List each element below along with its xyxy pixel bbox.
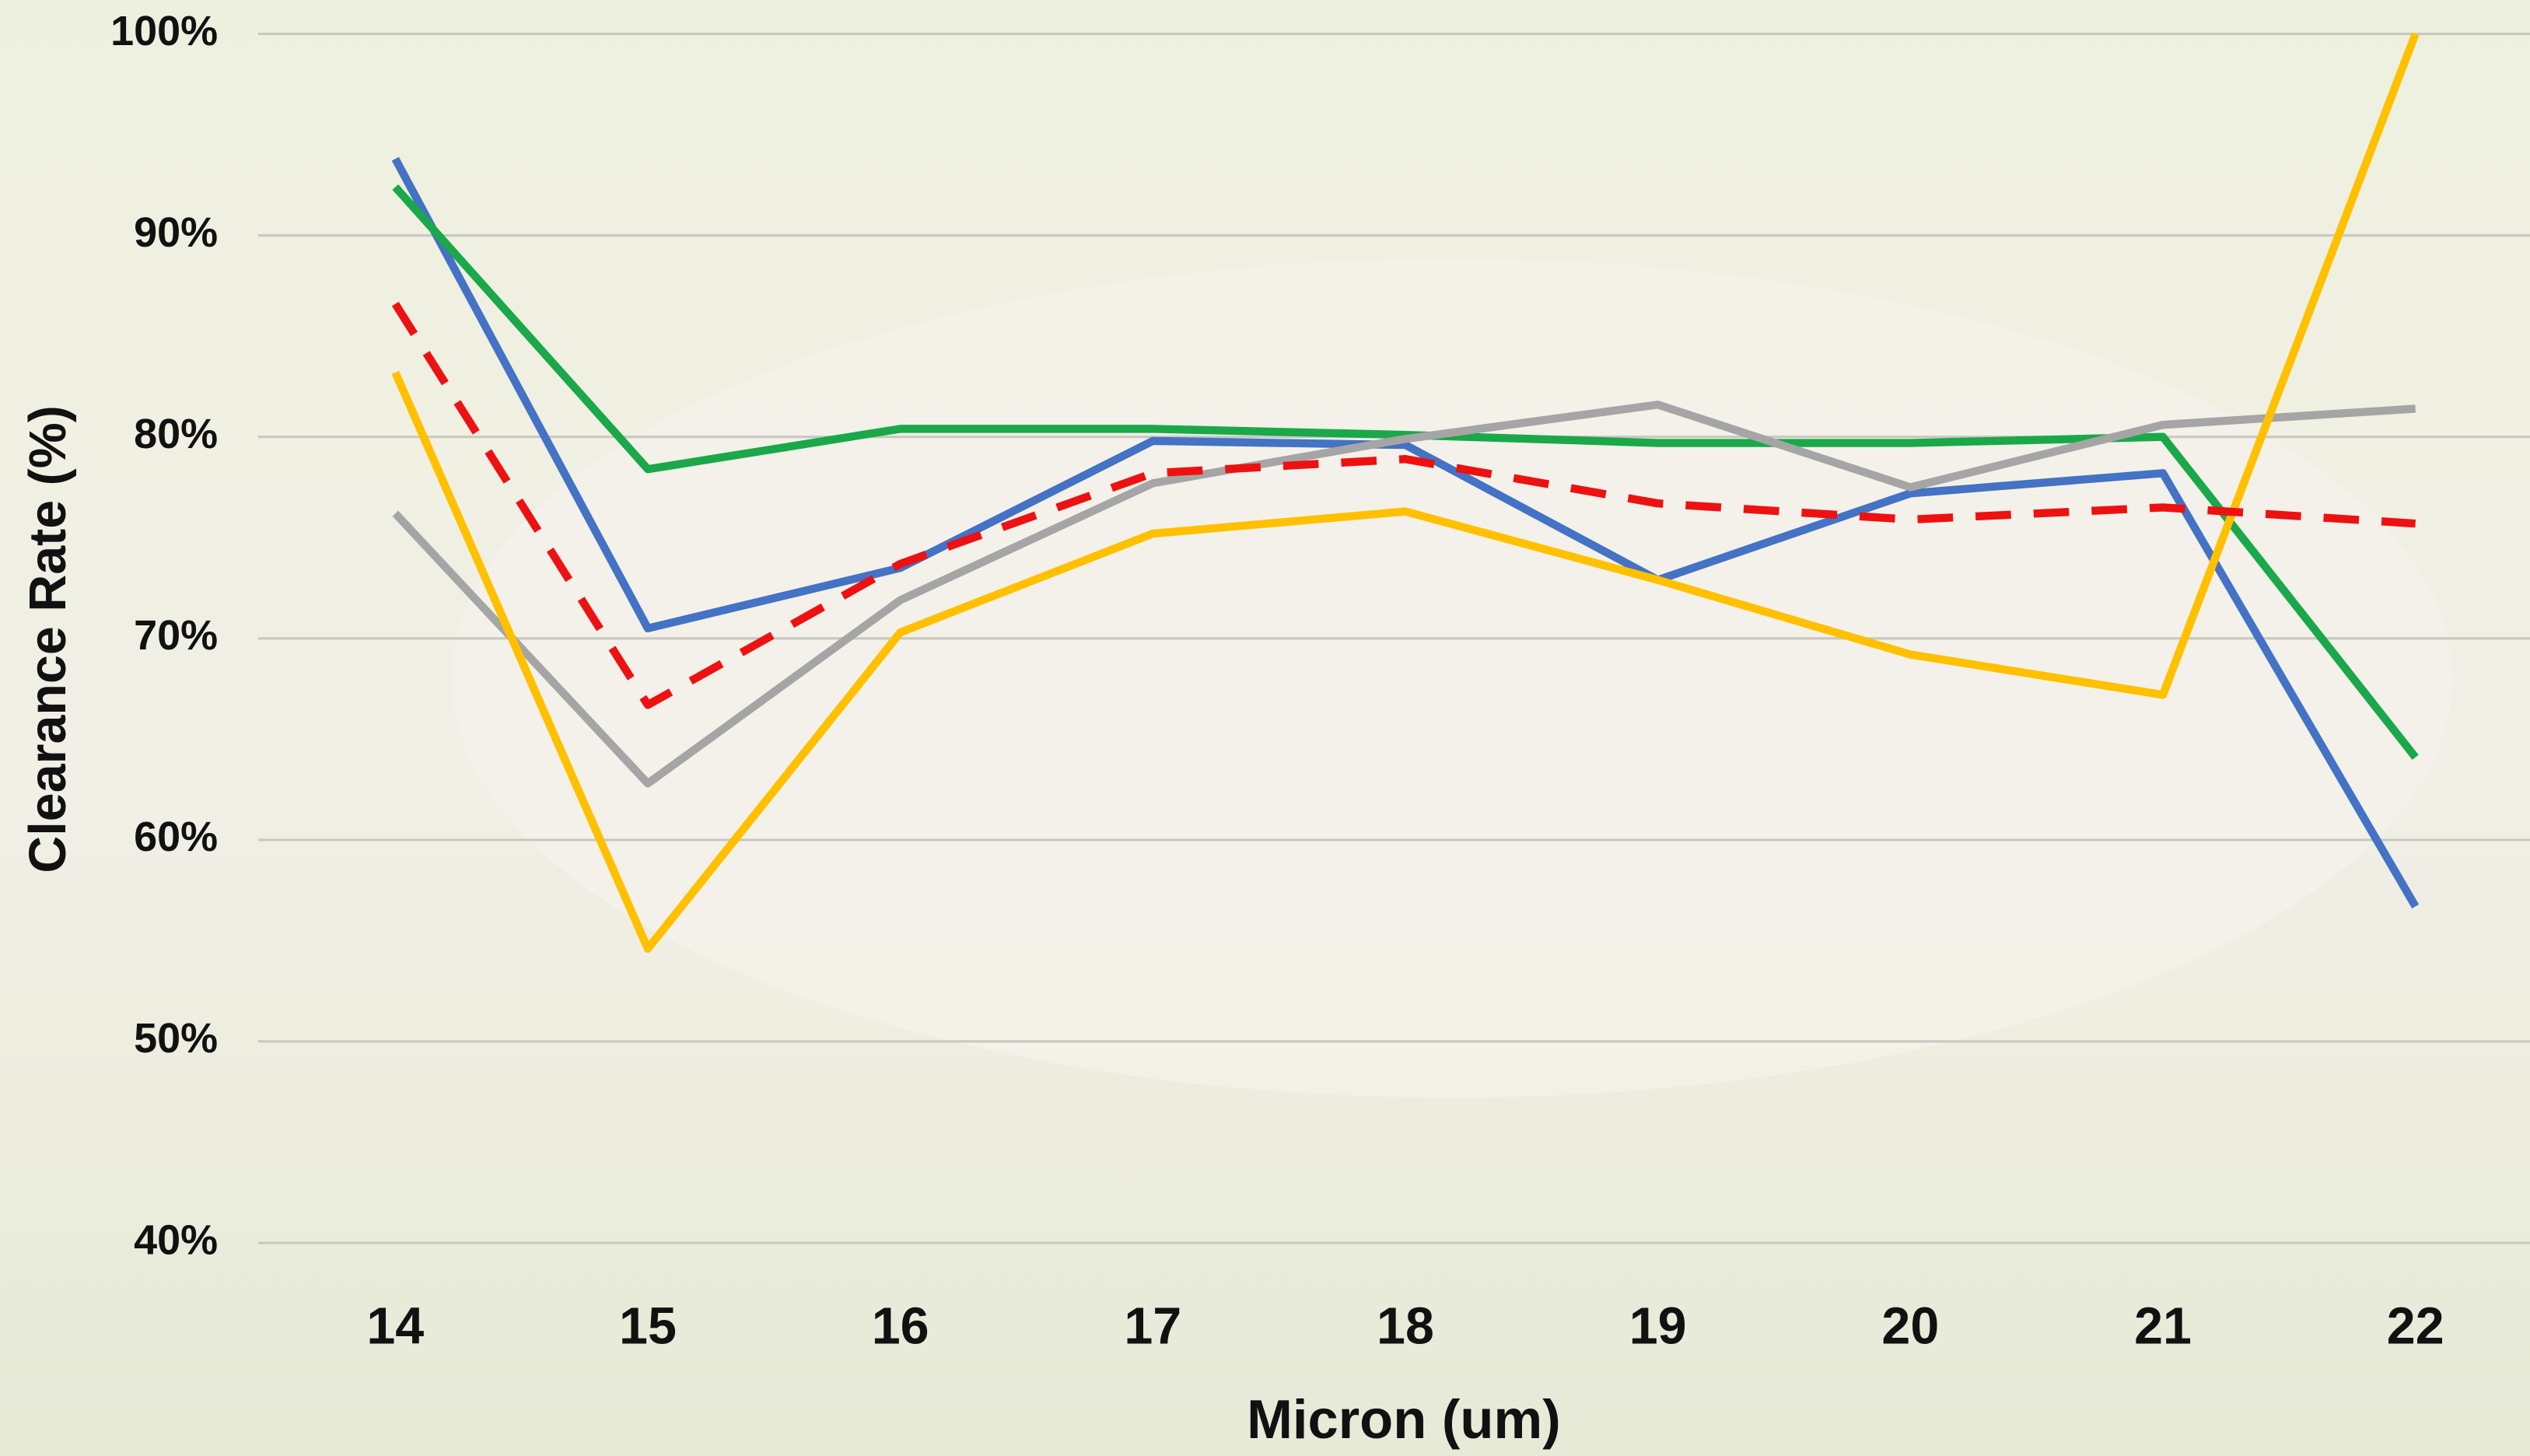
x-tick-label: 14	[366, 1298, 424, 1356]
x-tick-label: 16	[872, 1298, 929, 1356]
y-axis-label: Clearance Rate (%)	[19, 405, 77, 873]
chart: Micron (um) Clearance Rate (%) 40% 50% 60%…	[0, 0, 2530, 1456]
y-tick-label: 70%	[134, 612, 218, 659]
y-tick-label: 100%	[110, 8, 218, 54]
y-tick-label: 40%	[134, 1216, 218, 1263]
y-tick-label: 80%	[134, 411, 218, 457]
x-tick-label: 17	[1124, 1298, 1181, 1356]
x-tick-label: 20	[1881, 1298, 1939, 1356]
background-shape	[452, 258, 2453, 1097]
x-tick-label: 22	[2387, 1298, 2444, 1356]
x-axis-label: Micron (um)	[1247, 1388, 1561, 1450]
x-tick-label: 18	[1377, 1298, 1434, 1356]
x-tick-label: 21	[2134, 1298, 2192, 1356]
x-tick-label: 15	[619, 1298, 677, 1356]
y-tick-label: 90%	[134, 209, 218, 256]
x-tick-label: 19	[1629, 1298, 1687, 1356]
y-tick-label: 50%	[134, 1015, 218, 1062]
y-tick-label: 60%	[134, 814, 218, 860]
